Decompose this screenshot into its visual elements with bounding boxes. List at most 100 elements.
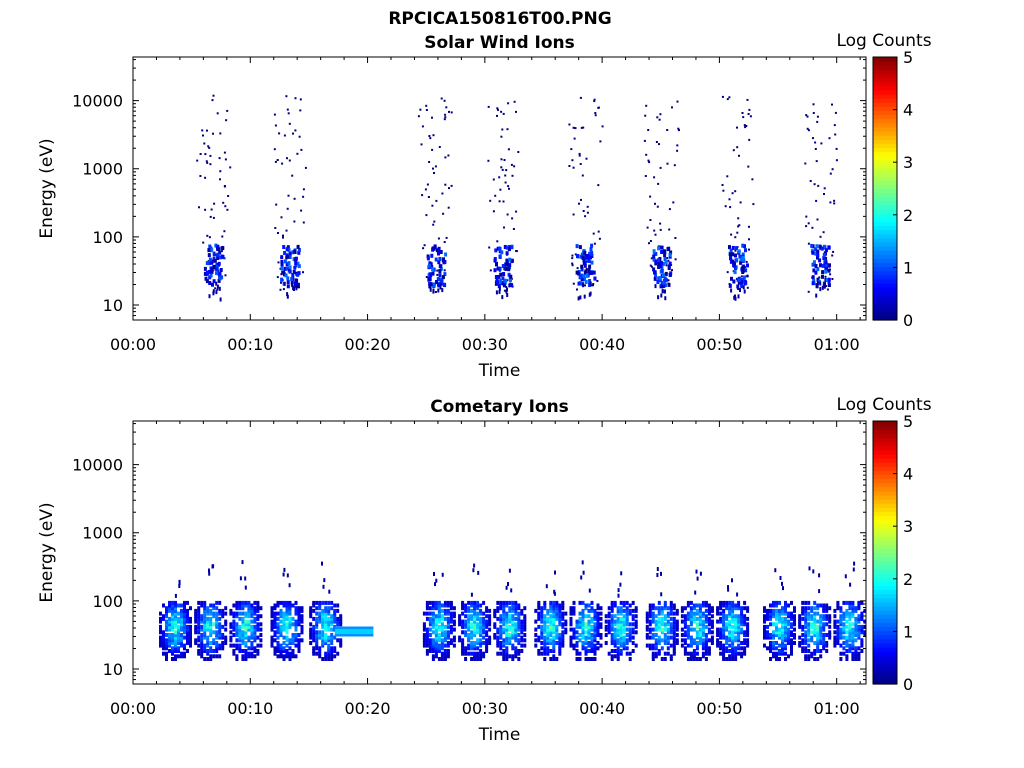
data-cell bbox=[851, 657, 855, 661]
data-cell bbox=[607, 606, 611, 611]
data-cell bbox=[514, 633, 518, 637]
data-cell bbox=[496, 606, 500, 611]
colorbar-segment bbox=[873, 478, 897, 484]
data-cell bbox=[500, 110, 503, 113]
panel-title: Solar Wind Ions bbox=[424, 33, 575, 53]
data-cell bbox=[511, 616, 515, 621]
data-cell bbox=[736, 592, 739, 597]
data-cell bbox=[324, 627, 328, 632]
data-cell bbox=[298, 286, 300, 289]
data-cell bbox=[437, 600, 441, 605]
data-cell bbox=[318, 619, 322, 624]
data-cell bbox=[845, 608, 849, 613]
data-cell bbox=[422, 635, 426, 640]
data-cell bbox=[171, 635, 174, 640]
data-cell bbox=[183, 608, 186, 613]
data-cell bbox=[634, 622, 638, 627]
data-cell bbox=[836, 633, 840, 637]
data-cell bbox=[734, 236, 737, 239]
data-cell bbox=[676, 100, 679, 103]
data-cell bbox=[450, 111, 453, 114]
data-cell bbox=[221, 635, 225, 640]
data-cell bbox=[828, 616, 832, 621]
data-cell bbox=[443, 99, 446, 102]
data-cell bbox=[813, 649, 817, 653]
data-cell bbox=[215, 271, 218, 276]
data-cell bbox=[857, 630, 861, 635]
data-cell bbox=[784, 635, 787, 640]
data-cell bbox=[763, 619, 766, 624]
data-cell bbox=[502, 638, 506, 643]
data-cell bbox=[226, 109, 229, 112]
data-cell bbox=[543, 651, 547, 656]
data-cell bbox=[300, 638, 304, 643]
data-cell bbox=[229, 611, 233, 616]
data-cell bbox=[520, 622, 524, 627]
data-cell bbox=[807, 611, 811, 616]
data-cell bbox=[628, 627, 632, 632]
data-cell bbox=[663, 606, 667, 611]
data-cell bbox=[790, 624, 793, 629]
data-cell bbox=[737, 278, 741, 282]
data-cell bbox=[816, 627, 820, 632]
data-cell bbox=[446, 630, 450, 635]
data-cell bbox=[781, 611, 784, 616]
data-cell bbox=[746, 98, 749, 101]
data-cell bbox=[842, 622, 846, 627]
data-cell bbox=[241, 633, 245, 637]
data-cell bbox=[663, 616, 667, 621]
data-cell bbox=[816, 630, 820, 635]
data-cell bbox=[309, 641, 313, 645]
data-cell bbox=[584, 622, 588, 627]
colorbar-segment bbox=[873, 89, 897, 95]
data-cell bbox=[737, 288, 740, 290]
data-cell bbox=[658, 276, 662, 280]
data-cell bbox=[470, 646, 474, 651]
data-cell bbox=[815, 293, 818, 298]
data-cell bbox=[784, 619, 787, 624]
data-cell bbox=[440, 643, 444, 648]
data-cell bbox=[740, 608, 744, 613]
data-cell bbox=[291, 635, 295, 640]
data-cell bbox=[500, 250, 504, 255]
data-cell bbox=[651, 643, 655, 648]
data-cell bbox=[716, 611, 720, 616]
data-cell bbox=[540, 624, 544, 629]
data-cell bbox=[523, 638, 527, 643]
data-cell bbox=[672, 649, 676, 653]
data-cell bbox=[458, 622, 462, 627]
data-cell bbox=[801, 608, 805, 613]
data-cell bbox=[452, 619, 456, 624]
data-cell bbox=[168, 606, 171, 611]
colorbar-segment bbox=[873, 274, 897, 280]
data-cell bbox=[449, 614, 453, 619]
data-cell bbox=[425, 638, 429, 643]
data-cell bbox=[660, 592, 663, 597]
data-cell bbox=[470, 651, 474, 656]
data-cell bbox=[336, 638, 340, 643]
data-cell bbox=[728, 611, 732, 616]
data-cell bbox=[772, 600, 775, 605]
data-cell bbox=[728, 635, 732, 640]
data-cell bbox=[689, 657, 693, 661]
data-cell bbox=[244, 585, 247, 590]
data-cell bbox=[229, 624, 233, 629]
data-cell bbox=[593, 657, 597, 661]
data-cell bbox=[827, 268, 831, 273]
data-cell bbox=[189, 627, 192, 632]
data-cell bbox=[590, 646, 594, 651]
data-cell bbox=[593, 627, 597, 632]
data-cell bbox=[701, 638, 705, 643]
data-cell bbox=[704, 614, 708, 619]
data-cell bbox=[707, 608, 711, 613]
data-cell bbox=[300, 614, 304, 619]
data-cell bbox=[659, 166, 662, 169]
data-cell bbox=[511, 635, 515, 640]
data-cell bbox=[578, 152, 581, 155]
colorbar-segment bbox=[873, 634, 897, 640]
data-cell bbox=[781, 641, 784, 645]
data-cell bbox=[769, 622, 772, 627]
data-cell bbox=[590, 624, 594, 629]
data-cell bbox=[593, 624, 597, 629]
data-cell bbox=[732, 279, 736, 284]
